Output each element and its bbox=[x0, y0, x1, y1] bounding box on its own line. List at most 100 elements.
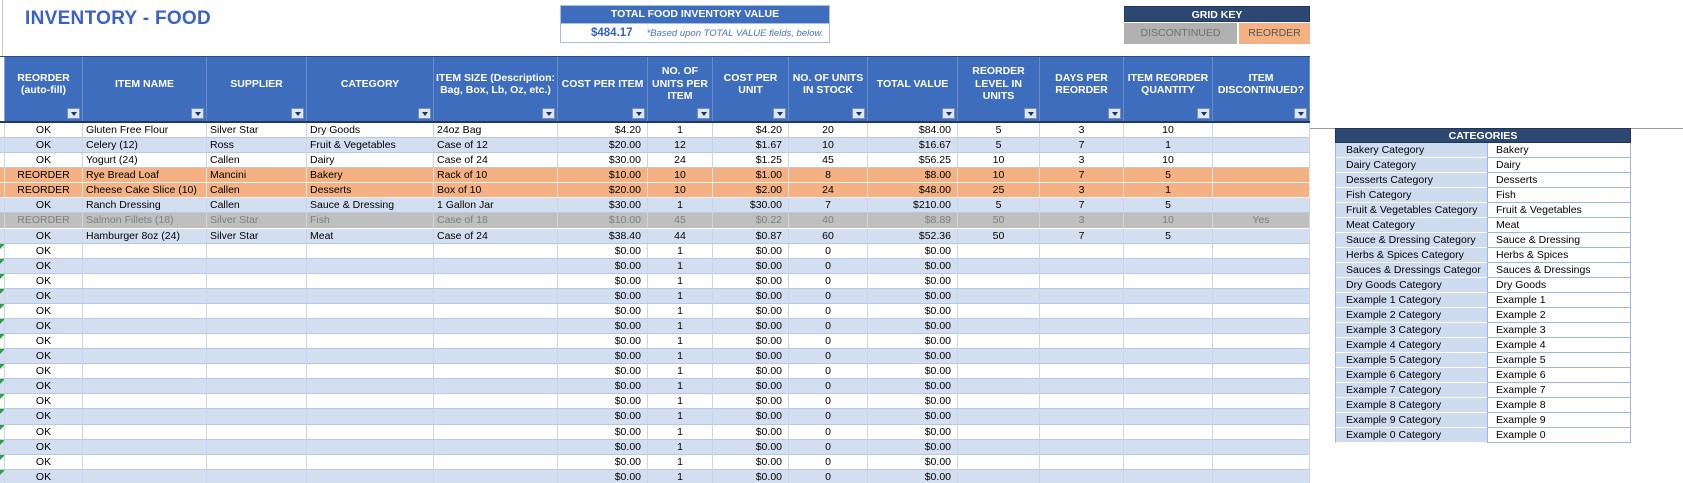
cell-cost-per-item[interactable]: $0.00 bbox=[558, 243, 648, 259]
filter-dropdown-button[interactable] bbox=[1197, 108, 1210, 119]
cell-supplier[interactable]: Callen bbox=[207, 153, 307, 169]
cell-category[interactable]: Bakery bbox=[307, 168, 434, 184]
cell-item-size[interactable] bbox=[434, 243, 558, 259]
cell-item-name[interactable]: Salmon Fillets (18) bbox=[83, 213, 207, 229]
cell-item-name[interactable]: Yogurt (24) bbox=[83, 153, 207, 169]
cell-item-size[interactable]: Case of 18 bbox=[434, 213, 558, 229]
filter-dropdown-button[interactable] bbox=[942, 108, 955, 119]
cell-reorder-quantity[interactable] bbox=[1124, 273, 1213, 289]
cell-item-size[interactable]: 1 Gallon Jar bbox=[434, 198, 558, 214]
cell-reorder-quantity[interactable] bbox=[1124, 394, 1213, 410]
category-value-cell[interactable]: Dairy bbox=[1487, 158, 1631, 173]
cell-supplier[interactable] bbox=[207, 424, 307, 440]
cell-supplier[interactable] bbox=[207, 454, 307, 470]
cell-total-value[interactable]: $0.00 bbox=[868, 409, 958, 425]
cell-discontinued[interactable] bbox=[1213, 469, 1310, 483]
cell-item-name[interactable] bbox=[83, 469, 207, 483]
cell-total-value[interactable]: $56.25 bbox=[868, 153, 958, 169]
cell-reorder-level[interactable] bbox=[958, 424, 1040, 440]
cell-reorder-quantity[interactable]: 5 bbox=[1124, 198, 1213, 214]
cell-supplier[interactable] bbox=[207, 303, 307, 320]
cell-days-per-reorder[interactable] bbox=[1040, 364, 1124, 380]
cell-units-per-item[interactable]: 1 bbox=[648, 379, 713, 395]
cell-units-in-stock[interactable]: 0 bbox=[789, 243, 868, 259]
cell-reorder-quantity[interactable] bbox=[1124, 243, 1213, 259]
cell-days-per-reorder[interactable] bbox=[1040, 394, 1124, 410]
category-label-cell[interactable]: Example 0 Category bbox=[1335, 428, 1487, 443]
cell-cost-per-unit[interactable]: $0.22 bbox=[713, 213, 789, 229]
cell-units-per-item[interactable]: 1 bbox=[648, 364, 713, 380]
cell-supplier[interactable]: Mancini bbox=[207, 168, 307, 184]
cell-reorder-status[interactable]: OK bbox=[5, 394, 83, 410]
cell-units-in-stock[interactable]: 0 bbox=[789, 334, 868, 350]
cell-cost-per-unit[interactable]: $0.00 bbox=[713, 319, 789, 335]
cell-item-name[interactable] bbox=[83, 243, 207, 259]
cell-units-in-stock[interactable]: 0 bbox=[789, 349, 868, 365]
cell-reorder-status[interactable]: OK bbox=[5, 319, 83, 335]
cell-units-per-item[interactable]: 1 bbox=[648, 469, 713, 483]
cell-item-size[interactable] bbox=[434, 409, 558, 425]
cell-units-in-stock[interactable]: 0 bbox=[789, 319, 868, 335]
cell-category[interactable] bbox=[307, 258, 434, 274]
cell-cost-per-item[interactable]: $0.00 bbox=[558, 409, 648, 425]
column-header-cost-per-unit[interactable]: COST PER UNIT bbox=[713, 57, 789, 121]
cell-discontinued[interactable] bbox=[1213, 123, 1310, 139]
cell-total-value[interactable]: $8.89 bbox=[868, 213, 958, 229]
cell-discontinued[interactable] bbox=[1213, 303, 1310, 320]
cell-supplier[interactable] bbox=[207, 394, 307, 410]
cell-cost-per-unit[interactable]: $0.00 bbox=[713, 394, 789, 410]
category-value-cell[interactable]: Example 2 bbox=[1487, 308, 1631, 323]
cell-reorder-status[interactable]: OK bbox=[5, 379, 83, 395]
cell-discontinued[interactable] bbox=[1213, 394, 1310, 410]
cell-item-name[interactable] bbox=[83, 273, 207, 289]
cell-cost-per-unit[interactable]: $4.20 bbox=[713, 123, 789, 139]
cell-days-per-reorder[interactable] bbox=[1040, 379, 1124, 395]
cell-item-name[interactable] bbox=[83, 424, 207, 440]
cell-days-per-reorder[interactable] bbox=[1040, 334, 1124, 350]
cell-reorder-quantity[interactable]: 10 bbox=[1124, 153, 1213, 169]
category-label-cell[interactable]: Fruit & Vegetables Category bbox=[1335, 203, 1487, 218]
cell-cost-per-item[interactable]: $0.00 bbox=[558, 394, 648, 410]
cell-category[interactable]: Dry Goods bbox=[307, 123, 434, 139]
cell-supplier[interactable]: Silver Star bbox=[207, 123, 307, 139]
cell-cost-per-unit[interactable]: $0.00 bbox=[713, 454, 789, 470]
cell-discontinued[interactable] bbox=[1213, 439, 1310, 455]
cell-reorder-status[interactable]: OK bbox=[5, 334, 83, 350]
cell-discontinued[interactable] bbox=[1213, 228, 1310, 244]
cell-supplier[interactable] bbox=[207, 334, 307, 350]
cell-supplier[interactable] bbox=[207, 319, 307, 335]
cell-item-size[interactable] bbox=[434, 303, 558, 320]
cell-cost-per-item[interactable]: $0.00 bbox=[558, 439, 648, 455]
column-header-item-name[interactable]: ITEM NAME bbox=[83, 57, 207, 121]
cell-discontinued[interactable] bbox=[1213, 168, 1310, 184]
category-label-cell[interactable]: Example 2 Category bbox=[1335, 308, 1487, 323]
cell-units-per-item[interactable]: 44 bbox=[648, 228, 713, 244]
cell-reorder-quantity[interactable]: 10 bbox=[1124, 213, 1213, 229]
cell-reorder-level[interactable] bbox=[958, 258, 1040, 274]
cell-item-size[interactable] bbox=[434, 349, 558, 365]
cell-days-per-reorder[interactable] bbox=[1040, 273, 1124, 289]
cell-reorder-status[interactable]: REORDER bbox=[5, 183, 83, 199]
cell-reorder-status[interactable]: REORDER bbox=[5, 168, 83, 184]
cell-item-size[interactable] bbox=[434, 394, 558, 410]
cell-cost-per-unit[interactable]: $1.67 bbox=[713, 138, 789, 154]
filter-dropdown-button[interactable] bbox=[191, 108, 204, 119]
cell-units-in-stock[interactable]: 0 bbox=[789, 454, 868, 470]
cell-reorder-status[interactable]: OK bbox=[5, 228, 83, 244]
cell-item-size[interactable] bbox=[434, 469, 558, 483]
cell-cost-per-item[interactable]: $0.00 bbox=[558, 334, 648, 350]
cell-reorder-status[interactable]: REORDER bbox=[5, 213, 83, 229]
category-label-cell[interactable]: Dairy Category bbox=[1335, 158, 1487, 173]
cell-cost-per-unit[interactable]: $0.00 bbox=[713, 273, 789, 289]
cell-units-in-stock[interactable]: 0 bbox=[789, 409, 868, 425]
cell-reorder-quantity[interactable]: 5 bbox=[1124, 228, 1213, 244]
cell-reorder-level[interactable]: 50 bbox=[958, 213, 1040, 229]
cell-units-per-item[interactable]: 1 bbox=[648, 394, 713, 410]
cell-category[interactable]: Fish bbox=[307, 213, 434, 229]
cell-reorder-status[interactable]: OK bbox=[5, 409, 83, 425]
cell-discontinued[interactable] bbox=[1213, 288, 1310, 304]
cell-reorder-level[interactable] bbox=[958, 409, 1040, 425]
cell-supplier[interactable] bbox=[207, 349, 307, 365]
cell-total-value[interactable]: $0.00 bbox=[868, 303, 958, 320]
cell-item-size[interactable]: Case of 24 bbox=[434, 153, 558, 169]
